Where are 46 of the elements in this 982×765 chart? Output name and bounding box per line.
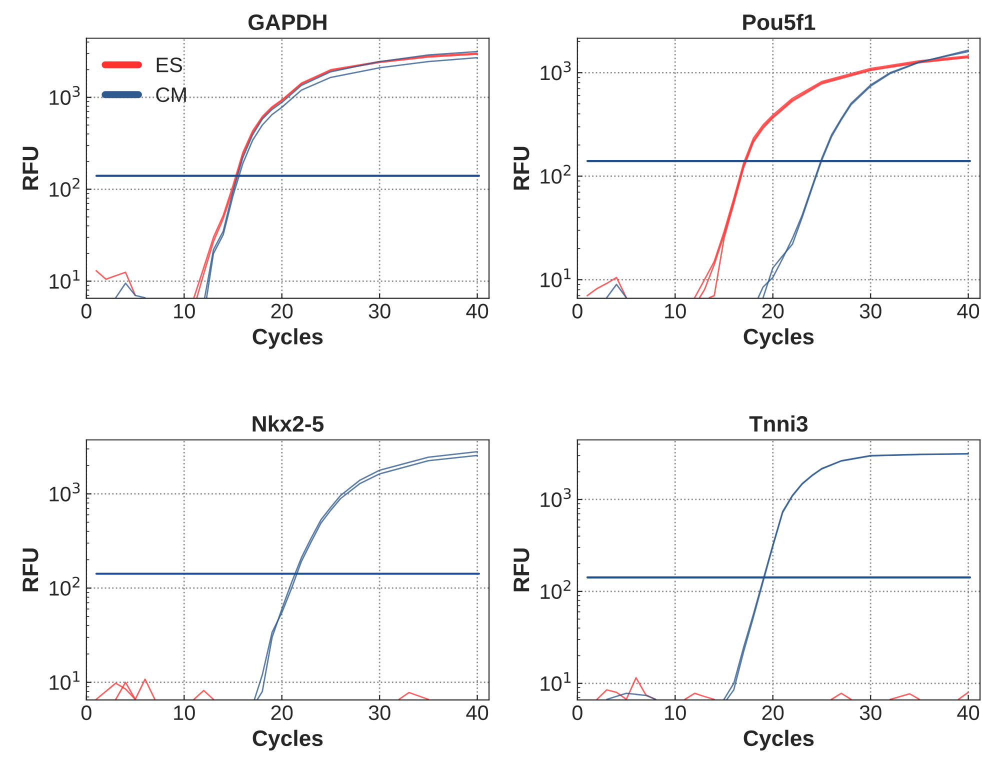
y-tick-label: 10$^{2}$ [50, 178, 80, 197]
chart-title: Pou5f1 [743, 14, 816, 30]
y-tick-label: 10$^{3}$ [540, 488, 571, 508]
x-tick-label: 20 [762, 705, 784, 720]
y-tick-label: 10$^{1}$ [540, 672, 571, 691]
x-tick-label: 0 [572, 304, 582, 319]
y-tick-label: 10$^{1}$ [50, 270, 80, 289]
legend-label: ES [156, 58, 182, 72]
y-axis-title: RFU [22, 146, 38, 190]
x-tick-label: 30 [860, 705, 882, 720]
x-tick-label: 30 [368, 705, 390, 720]
chart-title: GAPDH [248, 14, 326, 30]
y-tick-label: 10$^{1}$ [50, 671, 80, 690]
x-axis-title: Cycles [252, 328, 323, 349]
y-tick-label: 10$^{3}$ [50, 86, 80, 105]
x-tick-label: 20 [271, 304, 293, 319]
legend-label: CM [156, 87, 186, 102]
y-axis-title: RFU [514, 548, 530, 592]
y-tick-label: 10$^{3}$ [50, 482, 80, 502]
x-tick-label: 30 [368, 304, 390, 319]
x-tick-label: 10 [665, 304, 686, 319]
x-tick-label: 0 [81, 304, 92, 319]
x-tick-label: 40 [466, 705, 488, 720]
y-tick-label: 10$^{1}$ [540, 268, 571, 288]
x-tick-label: 40 [957, 705, 980, 720]
x-axis-title: Cycles [744, 328, 814, 349]
chart-title: Tnni3 [749, 415, 808, 432]
x-axis-title: Cycles [252, 730, 323, 751]
x-tick-label: 30 [860, 304, 882, 319]
x-tick-label: 0 [572, 705, 582, 720]
y-axis-title: RFU [514, 146, 530, 190]
x-tick-label: 20 [762, 304, 784, 319]
x-tick-label: 40 [466, 304, 488, 319]
y-axis-title: RFU [22, 548, 38, 592]
x-tick-label: 0 [81, 705, 92, 720]
chart-title: Nkx2-5 [252, 415, 324, 432]
x-tick-label: 10 [174, 705, 195, 720]
x-axis-title: Cycles [744, 730, 814, 751]
x-tick-label: 20 [271, 705, 293, 720]
x-tick-label: 10 [665, 705, 686, 720]
y-tick-label: 10$^{2}$ [540, 164, 570, 184]
y-tick-label: 10$^{3}$ [540, 61, 571, 80]
y-tick-label: 10$^{2}$ [50, 576, 80, 596]
x-tick-label: 10 [174, 304, 195, 319]
y-tick-label: 10$^{2}$ [540, 580, 570, 600]
x-tick-label: 40 [957, 304, 980, 319]
